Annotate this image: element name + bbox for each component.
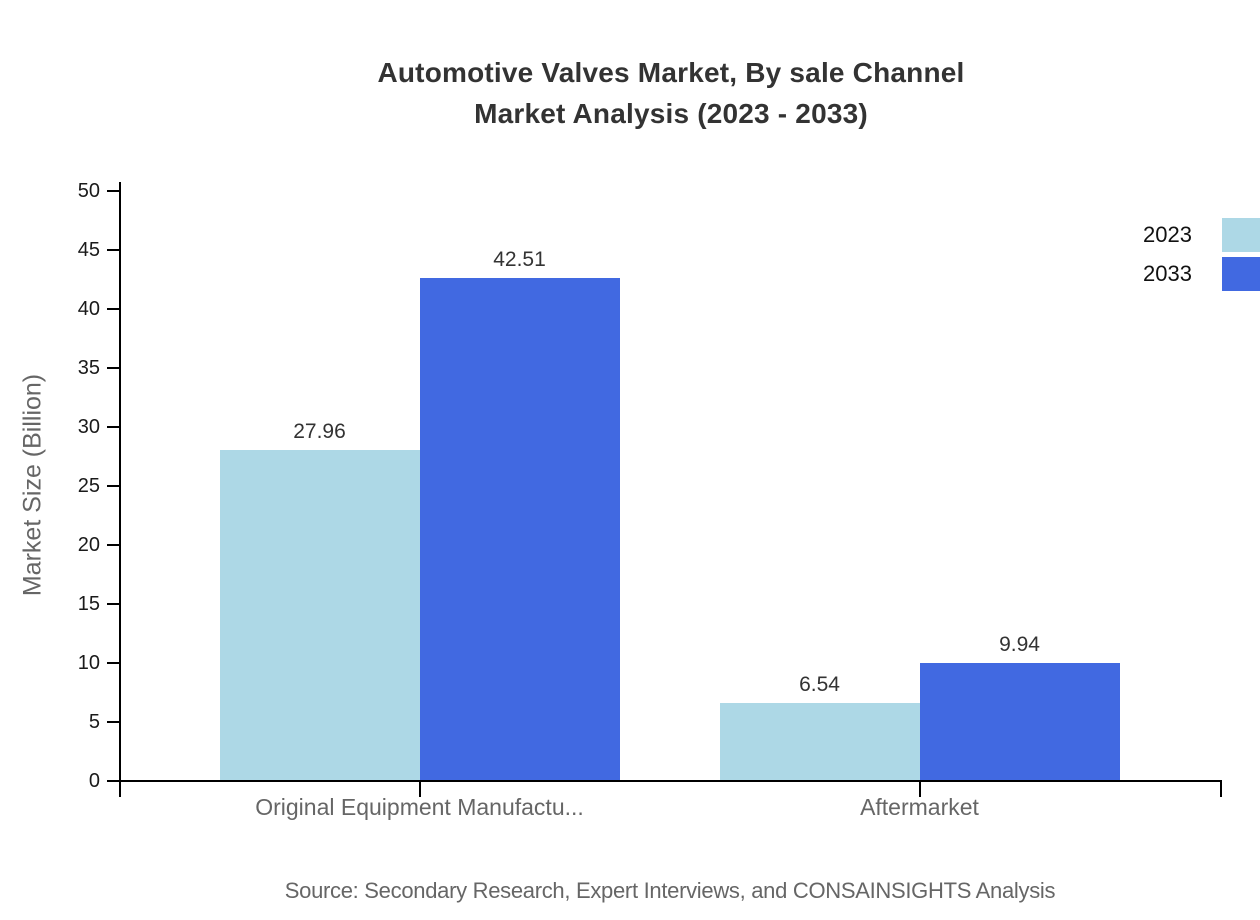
x-axis-tick: [418, 782, 421, 797]
y-axis-tick: [107, 485, 120, 487]
chart-title: Automotive Valves Market, By sale Channe…: [120, 52, 1222, 134]
x-category-label: Aftermarket: [860, 794, 979, 820]
source-note: Source: Secondary Research, Expert Inter…: [284, 878, 1056, 903]
y-axis-tick-label: 40: [77, 298, 100, 320]
legend-item-2023: 2023: [1143, 218, 1260, 252]
y-axis-tick-label: 45: [77, 239, 100, 261]
y-axis-tick: [107, 308, 120, 310]
legend-item-2033: 2033: [1143, 257, 1260, 291]
y-axis-tick: [107, 249, 120, 251]
y-axis-tick-label: 50: [77, 180, 100, 202]
legend: 2023 2033: [1143, 218, 1260, 291]
bar-value-label: 42.51: [493, 248, 546, 272]
y-axis-tick-label: 10: [77, 652, 100, 674]
y-axis-line: [119, 182, 121, 797]
bar-2023-2: [719, 702, 920, 780]
x-axis-line: [107, 780, 1222, 782]
legend-swatch: [1222, 218, 1260, 252]
legend-swatch: [1222, 257, 1260, 291]
x-axis-end-tick: [1220, 782, 1222, 797]
y-axis-tick-label: 15: [77, 593, 100, 615]
y-axis-tick-label: 35: [77, 357, 100, 379]
y-axis-tick: [107, 190, 120, 192]
y-axis-tick-label: 25: [77, 475, 100, 497]
bar-value-label: 27.96: [293, 420, 346, 444]
legend-label: 2033: [1143, 261, 1192, 286]
y-axis-tick: [107, 662, 120, 664]
y-axis-tick: [107, 367, 120, 369]
chart-title-line1: Automotive Valves Market, By sale Channe…: [377, 57, 965, 88]
y-axis-tick-label: 0: [88, 770, 100, 792]
x-axis-tick: [918, 782, 921, 797]
bar-2033-2: [919, 662, 1120, 780]
legend-label: 2023: [1143, 222, 1192, 247]
y-axis-tick: [107, 544, 120, 546]
bar-2023-1: [219, 450, 420, 780]
x-category-label: Original Equipment Manufactu...: [255, 794, 584, 820]
y-axis-tick-label: 5: [88, 711, 100, 733]
y-axis-tick-label: 30: [77, 416, 100, 438]
bar-value-label: 6.54: [799, 672, 840, 696]
bar-value-label: 9.94: [999, 632, 1040, 656]
y-axis-tick: [107, 721, 120, 723]
chart-title-line2: Market Analysis (2023 - 2033): [474, 98, 868, 129]
y-axis-tick-label: 20: [77, 534, 100, 556]
source-line: Source: Secondary Research, Expert Inter…: [120, 878, 1220, 904]
bar-2033-1: [419, 278, 620, 780]
y-axis-tick: [107, 603, 120, 605]
y-axis-tick: [107, 426, 120, 428]
y-axis-tick: [107, 780, 120, 782]
